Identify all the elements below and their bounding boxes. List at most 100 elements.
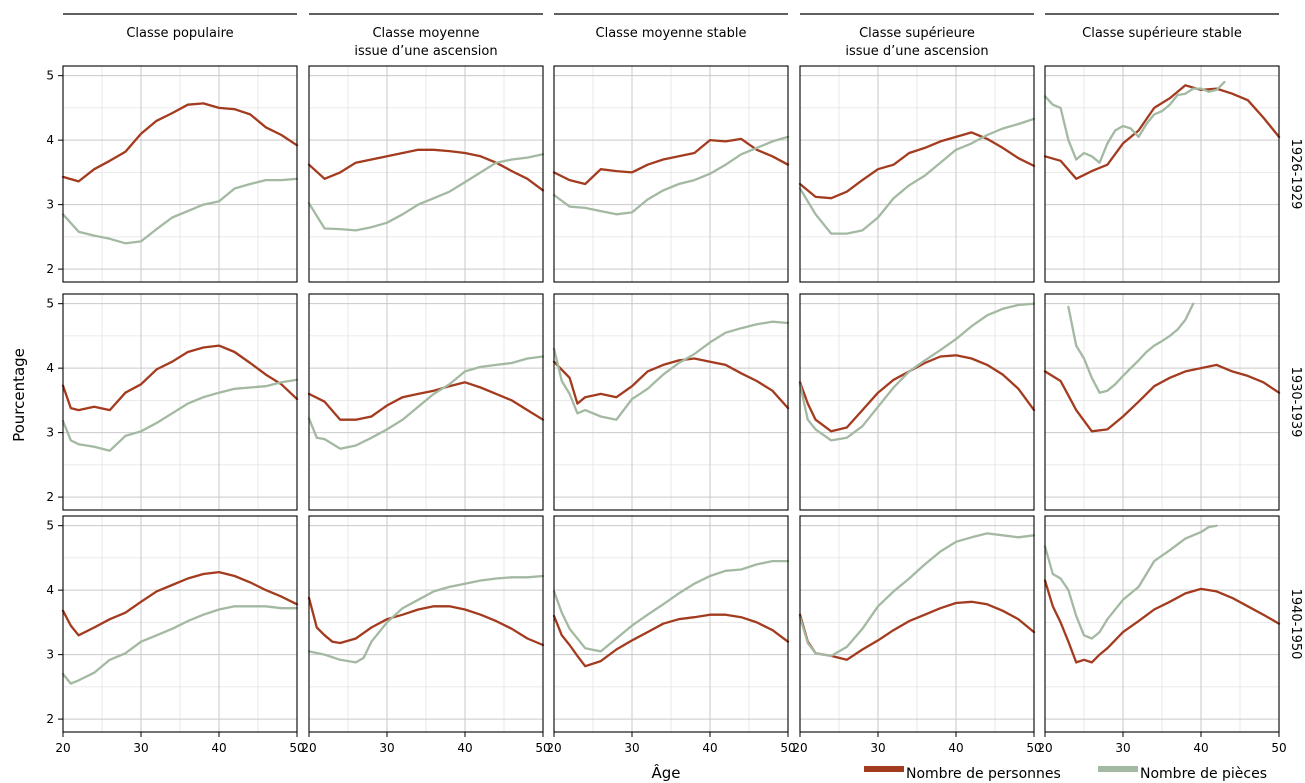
panel (798, 65, 1036, 283)
panel-border (553, 65, 789, 283)
x-tick-label: 50 (780, 741, 795, 755)
legend: Nombre de personnes Nombre de pièces (864, 766, 1267, 782)
row-label: 1930-1939 (1288, 367, 1303, 438)
panel-border (799, 293, 1035, 511)
panel-border (62, 293, 298, 511)
panel: 20 30 40 50 (546, 515, 796, 755)
panel: 20 30 40 50 (301, 515, 551, 755)
column-title: Classe moyenne stable (596, 26, 747, 41)
row-label: 1940-1950 (1288, 589, 1303, 660)
series-line (552, 357, 790, 410)
series-line (307, 148, 545, 192)
series-line (307, 574, 545, 664)
x-tick-label: 20 (55, 741, 70, 755)
panel: 2 3 4 5 (46, 293, 299, 511)
y-tick-label: 4 (46, 361, 54, 375)
panel: 20 30 40 50 (1037, 515, 1287, 755)
legend-label-persons: Nombre de personnes (906, 766, 1061, 782)
panel (552, 293, 790, 511)
panel (1043, 65, 1281, 283)
panel (552, 65, 790, 283)
x-tick-label: 30 (133, 741, 148, 755)
panel-border (1044, 515, 1280, 733)
series-line (307, 596, 545, 647)
x-tick-label: 20 (792, 741, 807, 755)
x-tick-label: 50 (535, 741, 550, 755)
x-tick-label: 20 (546, 741, 561, 755)
series-line (307, 153, 545, 232)
y-tick-label: 5 (46, 519, 54, 533)
series-line (552, 320, 790, 421)
x-tick-label: 50 (1271, 741, 1286, 755)
legend-swatch-persons (864, 766, 904, 772)
panel-border (308, 65, 544, 283)
series-line (1043, 84, 1281, 180)
series-line (798, 117, 1036, 235)
x-tick-label: 40 (1193, 741, 1208, 755)
series-line (552, 613, 790, 668)
y-tick-label: 2 (46, 262, 54, 276)
panel-grid: Classe populaire Classe moyenne issue d’un… (46, 13, 1303, 755)
y-tick-label: 3 (46, 648, 54, 662)
series-line (798, 302, 1036, 442)
panel-border (308, 515, 544, 733)
series-line (61, 344, 299, 412)
x-tick-label: 40 (457, 741, 472, 755)
column-title: Classe populaire (126, 26, 233, 41)
panel-border (799, 65, 1035, 283)
series-line (61, 605, 299, 685)
column-title: Classe supérieure (859, 26, 975, 41)
x-tick-label: 30 (379, 741, 394, 755)
x-tick-label: 30 (1115, 741, 1130, 755)
y-tick-label: 2 (46, 712, 54, 726)
series-line (307, 355, 545, 450)
x-tick-label: 50 (1026, 741, 1041, 755)
panel (1043, 293, 1281, 511)
panel: 2 3 4 5 (46, 65, 299, 283)
x-tick-label: 20 (301, 741, 316, 755)
y-tick-label: 5 (46, 69, 54, 83)
legend-swatch-rooms (1098, 766, 1138, 772)
y-tick-label: 4 (46, 583, 54, 597)
x-tick-label: 40 (948, 741, 963, 755)
legend-label-rooms: Nombre de pièces (1140, 766, 1267, 782)
series-line (1043, 524, 1218, 640)
series-line (61, 177, 299, 245)
panel-border (799, 515, 1035, 733)
panel (798, 293, 1036, 511)
x-tick-label: 30 (624, 741, 639, 755)
x-tick-label: 30 (870, 741, 885, 755)
series-line (1067, 302, 1195, 394)
series-line (552, 559, 790, 653)
y-tick-label: 5 (46, 297, 54, 311)
y-tick-label: 2 (46, 490, 54, 504)
series-line (61, 378, 299, 452)
x-tick-label: 20 (1037, 741, 1052, 755)
panel (307, 293, 545, 511)
series-line (61, 102, 299, 183)
x-tick-label: 50 (289, 741, 304, 755)
series-line (798, 532, 1036, 658)
panel-border (553, 515, 789, 733)
panel (307, 65, 545, 283)
column-title: Classe supérieure stable (1082, 26, 1242, 41)
series-line (552, 135, 790, 216)
series-line (1043, 579, 1281, 664)
panel-border (62, 515, 298, 733)
series-line (1043, 363, 1281, 433)
y-tick-label: 3 (46, 198, 54, 212)
panel-border (1044, 293, 1280, 511)
series-line (552, 137, 790, 186)
y-axis-title: Pourcentage (10, 348, 28, 442)
panel: 20 30 40 50 (792, 515, 1042, 755)
panel-border (1044, 65, 1280, 283)
x-axis-title: Âge (651, 763, 680, 782)
y-tick-label: 4 (46, 133, 54, 147)
column-title: issue d’une ascension (354, 44, 497, 59)
row-label: 1926-1929 (1288, 139, 1303, 210)
series-line (61, 570, 299, 637)
series-line (307, 381, 545, 421)
panel: 2 3 4 5 20 30 40 50 (46, 515, 305, 755)
series-line (798, 131, 1036, 200)
